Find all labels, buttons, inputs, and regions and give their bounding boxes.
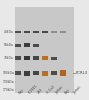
Text: Raji: Raji bbox=[18, 88, 25, 95]
Text: K-1945: K-1945 bbox=[27, 84, 38, 95]
Text: 130kDa: 130kDa bbox=[2, 80, 14, 84]
Bar bbox=[15, 71, 21, 75]
Bar bbox=[15, 7, 74, 93]
Bar bbox=[24, 70, 30, 76]
Bar bbox=[42, 56, 48, 60]
Bar bbox=[24, 56, 30, 60]
Bar bbox=[42, 31, 48, 33]
Bar bbox=[60, 70, 66, 76]
Bar bbox=[33, 31, 39, 33]
Text: 170kDa: 170kDa bbox=[2, 88, 14, 92]
Bar bbox=[33, 71, 39, 75]
Text: 100kDa: 100kDa bbox=[2, 71, 14, 75]
Bar bbox=[15, 31, 21, 33]
Text: 293: 293 bbox=[36, 88, 44, 95]
Bar bbox=[60, 31, 66, 33]
Text: Raji: Raji bbox=[63, 88, 71, 95]
Text: Jurkat: Jurkat bbox=[72, 85, 82, 95]
Text: Cr-1x2: Cr-1x2 bbox=[45, 84, 56, 95]
Text: 55kDa: 55kDa bbox=[4, 43, 14, 47]
Bar bbox=[51, 31, 57, 33]
Bar bbox=[51, 71, 57, 75]
Bar bbox=[24, 43, 30, 47]
Bar bbox=[24, 31, 30, 33]
Bar bbox=[15, 56, 21, 60]
Text: 40kDa: 40kDa bbox=[4, 30, 14, 34]
Bar bbox=[51, 56, 57, 59]
Text: Jurkat: Jurkat bbox=[54, 85, 64, 95]
Text: 70kDa: 70kDa bbox=[4, 56, 14, 60]
Bar bbox=[33, 56, 39, 60]
Bar bbox=[33, 44, 39, 46]
Bar bbox=[15, 44, 21, 46]
Text: FCRL3: FCRL3 bbox=[76, 71, 88, 75]
Bar bbox=[42, 70, 48, 76]
